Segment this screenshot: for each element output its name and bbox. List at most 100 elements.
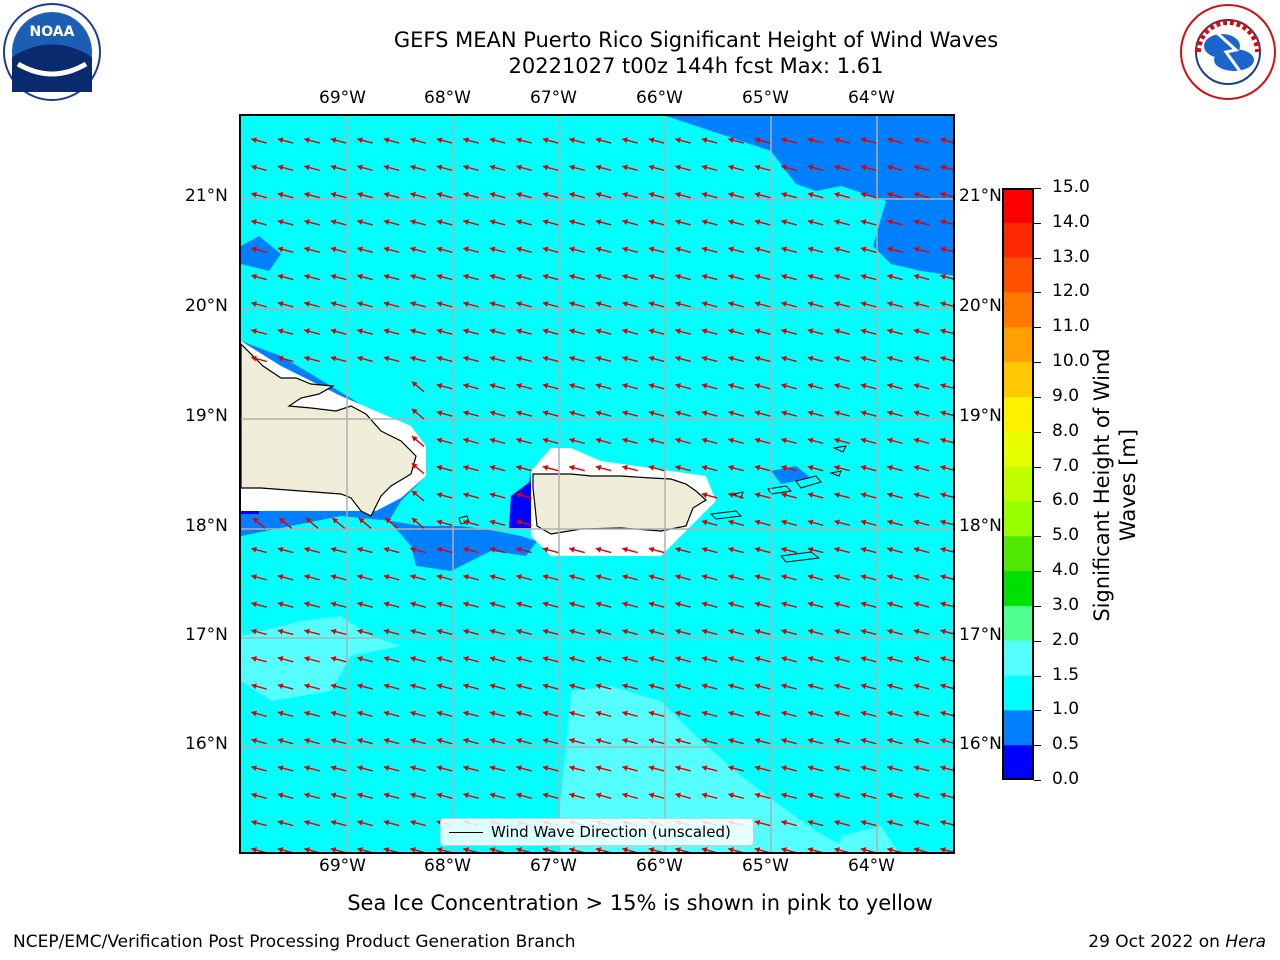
wave-direction-arrow bbox=[701, 792, 718, 799]
wave-direction-arrow bbox=[728, 601, 744, 608]
wave-direction-arrow bbox=[675, 437, 691, 445]
wave-direction-arrow bbox=[542, 464, 559, 472]
wave-direction-arrow bbox=[569, 628, 585, 636]
wave-direction-arrow bbox=[463, 328, 479, 335]
wave-direction-arrow bbox=[542, 410, 559, 417]
wave-direction-arrow bbox=[834, 546, 850, 554]
wave-direction-arrow bbox=[595, 737, 612, 745]
wave-direction-arrow bbox=[516, 601, 532, 608]
wave-direction-arrow bbox=[489, 847, 506, 852]
wave-direction-arrow bbox=[622, 191, 638, 199]
wave-direction-arrow bbox=[383, 710, 400, 718]
wave-direction-arrow bbox=[304, 765, 320, 772]
wave-direction-arrow bbox=[940, 355, 953, 363]
wave-direction-arrow bbox=[569, 464, 585, 472]
wave-direction-arrow bbox=[463, 246, 479, 253]
wave-direction-arrow bbox=[675, 191, 691, 199]
colorbar-tick-label: 1.5 bbox=[1052, 664, 1080, 685]
wave-direction-arrow bbox=[436, 765, 453, 772]
wave-direction-arrow bbox=[463, 683, 479, 690]
wave-direction-arrow bbox=[807, 710, 824, 718]
wave-direction-arrow bbox=[675, 164, 691, 172]
wave-direction-arrow bbox=[622, 464, 638, 472]
colorbar-tick-mark bbox=[1034, 466, 1041, 468]
wave-direction-arrow bbox=[701, 492, 718, 499]
wave-direction-arrow bbox=[728, 546, 744, 554]
wave-direction-arrow bbox=[383, 328, 400, 335]
wave-direction-arrow bbox=[622, 628, 638, 636]
wave-direction-arrow bbox=[516, 765, 532, 772]
wave-direction-arrow bbox=[436, 191, 453, 199]
wave-direction-arrow bbox=[754, 246, 771, 253]
wave-direction-arrow bbox=[860, 301, 877, 308]
wave-direction-arrow bbox=[940, 328, 953, 335]
wave-direction-arrow bbox=[357, 847, 373, 852]
wave-direction-arrow bbox=[569, 710, 585, 718]
wave-direction-arrow bbox=[701, 410, 718, 417]
wave-direction-arrow bbox=[940, 819, 953, 827]
wave-direction-arrow bbox=[781, 601, 797, 608]
wave-direction-arrow bbox=[304, 792, 320, 799]
lon-label-bottom: 66°W bbox=[636, 856, 683, 876]
wave-direction-arrow bbox=[860, 355, 877, 363]
colorbar-tick-mark bbox=[1034, 362, 1041, 364]
wave-direction-arrow bbox=[834, 492, 850, 499]
wave-direction-arrow bbox=[913, 219, 930, 226]
wave-direction-arrow bbox=[913, 383, 930, 390]
wave-direction-arrow bbox=[675, 383, 691, 390]
wave-direction-arrow bbox=[728, 656, 744, 663]
wave-direction-arrow bbox=[277, 164, 294, 172]
wave-direction-arrow bbox=[357, 301, 373, 308]
colorbar-tick-label: 6.0 bbox=[1052, 490, 1080, 511]
wave-direction-arrow bbox=[489, 492, 506, 499]
wave-direction-arrow bbox=[887, 355, 903, 363]
wave-direction-arrow bbox=[277, 301, 294, 308]
wave-direction-arrow bbox=[410, 574, 426, 581]
wave-direction-arrow bbox=[330, 628, 347, 636]
wave-direction-arrow bbox=[754, 328, 771, 335]
wave-direction-arrow bbox=[807, 546, 824, 554]
map-panel bbox=[239, 114, 955, 854]
map-subtitle: 20221027 t00z 144h fcst Max: 1.61 bbox=[508, 54, 884, 78]
wave-direction-arrow bbox=[330, 819, 347, 827]
lat-label-left: 21°N bbox=[185, 186, 228, 206]
footer-left: NCEP/EMC/Verification Post Processing Pr… bbox=[13, 932, 576, 952]
wave-direction-arrow bbox=[569, 355, 585, 363]
wave-direction-arrow bbox=[940, 137, 953, 144]
wave-direction-arrow bbox=[489, 765, 506, 772]
wave-direction-arrow bbox=[542, 792, 559, 799]
colorbar-swatch bbox=[1002, 571, 1034, 607]
wave-direction-arrow bbox=[781, 710, 797, 718]
wave-direction-arrow bbox=[648, 273, 665, 281]
wave-direction-arrow bbox=[516, 574, 532, 581]
wave-direction-arrow bbox=[913, 847, 930, 852]
wave-direction-arrow bbox=[411, 517, 425, 529]
wave-direction-arrow bbox=[913, 601, 930, 608]
wave-direction-arrow bbox=[781, 737, 797, 745]
wave-direction-arrow bbox=[728, 301, 744, 308]
wave-direction-arrow bbox=[754, 437, 771, 445]
wave-direction-arrow bbox=[940, 383, 953, 390]
lon-label-top: 66°W bbox=[636, 88, 683, 108]
wave-direction-arrow bbox=[728, 410, 744, 417]
wave-direction-arrow bbox=[251, 246, 267, 253]
wave-direction-arrow bbox=[595, 383, 612, 390]
wave-direction-arrow bbox=[887, 601, 903, 608]
lat-label-left: 19°N bbox=[185, 406, 228, 426]
lon-label-bottom: 68°W bbox=[424, 856, 471, 876]
wave-direction-arrow bbox=[940, 546, 953, 554]
wave-direction-arrow bbox=[357, 574, 373, 581]
wave-direction-arrow bbox=[304, 355, 320, 363]
wave-direction-arrow bbox=[728, 383, 744, 390]
wave-direction-arrow bbox=[754, 546, 771, 554]
wave-direction-arrow bbox=[781, 574, 797, 581]
wave-direction-arrow bbox=[807, 574, 824, 581]
colorbar-label: Significant Height of Wind Waves [m] bbox=[1090, 348, 1140, 622]
wave-direction-arrow bbox=[436, 219, 453, 226]
wave-direction-arrow bbox=[410, 546, 426, 554]
wave-direction-arrow bbox=[754, 792, 771, 799]
wave-direction-arrow bbox=[383, 765, 400, 772]
wave-direction-arrow bbox=[357, 819, 373, 827]
wave-direction-arrow bbox=[357, 683, 373, 690]
wave-direction-arrow bbox=[887, 792, 903, 799]
